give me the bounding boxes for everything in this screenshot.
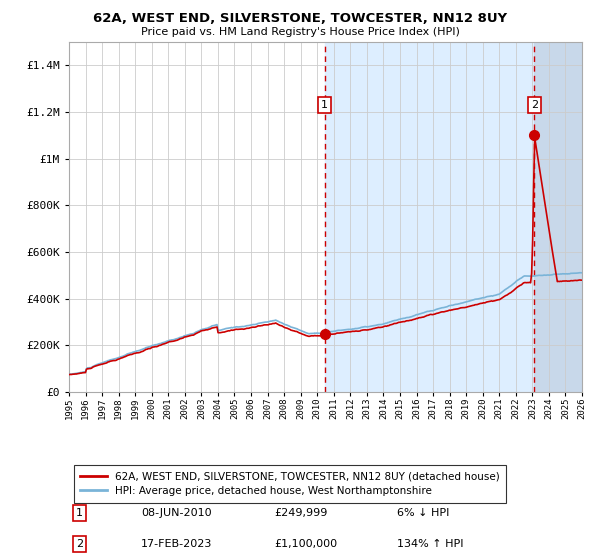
Bar bbox=[535, 42, 590, 392]
Text: 1: 1 bbox=[76, 508, 83, 518]
Text: 1: 1 bbox=[321, 100, 328, 110]
Text: 08-JUN-2010: 08-JUN-2010 bbox=[141, 508, 211, 518]
Text: 17-FEB-2023: 17-FEB-2023 bbox=[141, 539, 212, 549]
Text: 62A, WEST END, SILVERSTONE, TOWCESTER, NN12 8UY: 62A, WEST END, SILVERSTONE, TOWCESTER, N… bbox=[93, 12, 507, 25]
Text: 6% ↓ HPI: 6% ↓ HPI bbox=[397, 508, 449, 518]
Text: Price paid vs. HM Land Registry's House Price Index (HPI): Price paid vs. HM Land Registry's House … bbox=[140, 27, 460, 37]
Text: £249,999: £249,999 bbox=[274, 508, 328, 518]
Text: 134% ↑ HPI: 134% ↑ HPI bbox=[397, 539, 464, 549]
Text: 2: 2 bbox=[76, 539, 83, 549]
Bar bbox=[325, 42, 535, 392]
Legend: 62A, WEST END, SILVERSTONE, TOWCESTER, NN12 8UY (detached house), HPI: Average p: 62A, WEST END, SILVERSTONE, TOWCESTER, N… bbox=[74, 465, 506, 502]
Text: £1,100,000: £1,100,000 bbox=[274, 539, 337, 549]
Text: 2: 2 bbox=[531, 100, 538, 110]
